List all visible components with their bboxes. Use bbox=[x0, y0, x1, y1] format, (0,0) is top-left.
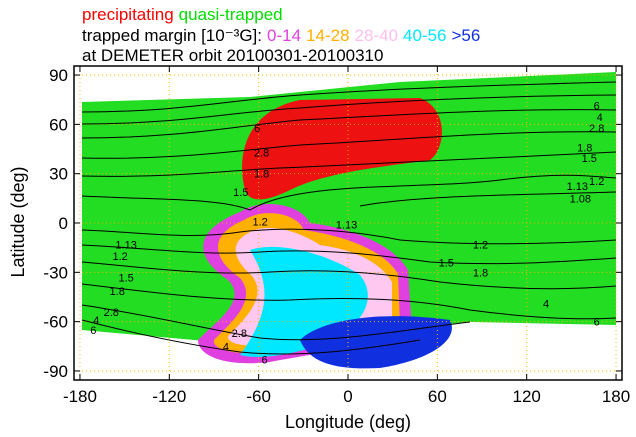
x-tick-label: 60 bbox=[428, 387, 447, 406]
contour-label: 1.8 bbox=[110, 286, 125, 298]
contour-label: 2.8 bbox=[589, 123, 604, 135]
contour-label: 4 bbox=[93, 315, 99, 327]
y-axis-label: Latitude (deg) bbox=[8, 166, 28, 277]
contour-label: 2.8 bbox=[254, 147, 269, 159]
x-tick-label: -60 bbox=[246, 387, 271, 406]
contour-label: 4 bbox=[543, 299, 549, 311]
contour-label: 1.8 bbox=[473, 267, 488, 279]
y-tick-label: 60 bbox=[49, 115, 68, 134]
axes: -180 -120 -60 0 60 120 180 90 60 30 0 -30 -60 -90 bbox=[43, 66, 630, 406]
legend-item: 40-56 bbox=[403, 26, 446, 45]
population-name: quasi-trapped bbox=[179, 5, 283, 24]
y-tick-label: 90 bbox=[49, 66, 68, 85]
contour-line bbox=[81, 304, 471, 341]
contour-line bbox=[81, 151, 617, 177]
population-legend: precipitating quasi-trapped bbox=[82, 5, 283, 24]
legend-item: 0-14 bbox=[267, 26, 301, 45]
contour-label: 1.5 bbox=[118, 272, 133, 284]
contour-line bbox=[359, 191, 617, 207]
contour-line bbox=[81, 228, 617, 245]
contour-label: 1.13 bbox=[115, 239, 136, 251]
legend-item: 28-40 bbox=[355, 26, 398, 45]
x-tick-label: 120 bbox=[513, 387, 541, 406]
regions bbox=[82, 72, 616, 369]
x-tick-label: 0 bbox=[343, 387, 352, 406]
contour-label: 1.5 bbox=[439, 257, 454, 269]
contour-label: 1.8 bbox=[254, 169, 269, 181]
contour-label: 1.08 bbox=[570, 193, 591, 205]
legend-item: >56 bbox=[452, 26, 481, 45]
contour-line bbox=[81, 261, 617, 290]
grid bbox=[74, 66, 622, 380]
contour-label: 1.2 bbox=[589, 176, 604, 188]
population-name: precipitating bbox=[82, 5, 174, 24]
x-tick-label: 180 bbox=[602, 387, 630, 406]
contour-label: 6 bbox=[254, 123, 260, 135]
contour-label: 1.2 bbox=[252, 216, 267, 228]
contour-label: 6 bbox=[262, 354, 268, 366]
contour-label: 2.8 bbox=[104, 307, 119, 319]
contour-label: 4 bbox=[597, 112, 603, 124]
legend-label: trapped margin [10⁻³G]: bbox=[82, 26, 262, 45]
contour-line bbox=[81, 283, 617, 320]
precipitating-region bbox=[242, 98, 442, 200]
contour-label: 1.5 bbox=[233, 187, 248, 199]
subtitle: at DEMETER orbit 20100301-20100310 bbox=[82, 46, 383, 65]
contour-label: 1.13 bbox=[567, 181, 588, 193]
x-tick-label: -180 bbox=[63, 387, 97, 406]
margin-legend: trapped margin [10⁻³G]: 0-14 14-28 28-40 40-… bbox=[82, 26, 480, 45]
contour-label: 6 bbox=[594, 317, 600, 329]
y-tick-label: -30 bbox=[43, 263, 68, 282]
contour-line bbox=[81, 131, 617, 159]
contour-label: 1.5 bbox=[582, 153, 597, 165]
x-axis-label: Longitude (deg) bbox=[285, 412, 411, 432]
contour-label: 6 bbox=[90, 325, 96, 337]
contour-label: 1.13 bbox=[336, 220, 357, 232]
contour-label: 2.8 bbox=[232, 328, 247, 340]
contours bbox=[81, 81, 617, 355]
contour-label: 6 bbox=[594, 100, 600, 112]
y-tick-label: 0 bbox=[59, 214, 68, 233]
y-tick-label: -60 bbox=[43, 313, 68, 332]
contour-label: 1.8 bbox=[577, 142, 592, 154]
contour-line bbox=[81, 94, 617, 125]
quasi-trapped-region bbox=[82, 72, 616, 345]
contour-line bbox=[81, 174, 617, 211]
contour-label: 4 bbox=[223, 341, 229, 353]
legend-item: 14-28 bbox=[306, 26, 349, 45]
contour-line bbox=[81, 319, 421, 355]
y-tick-label: -90 bbox=[43, 362, 68, 381]
contour-line bbox=[81, 244, 617, 265]
contour-line bbox=[81, 81, 617, 113]
contour-line bbox=[81, 109, 617, 139]
contour-label: 1.2 bbox=[113, 251, 128, 263]
y-tick-label: 30 bbox=[49, 165, 68, 184]
x-tick-label: -120 bbox=[152, 387, 186, 406]
contour-label: 1.2 bbox=[473, 239, 488, 251]
